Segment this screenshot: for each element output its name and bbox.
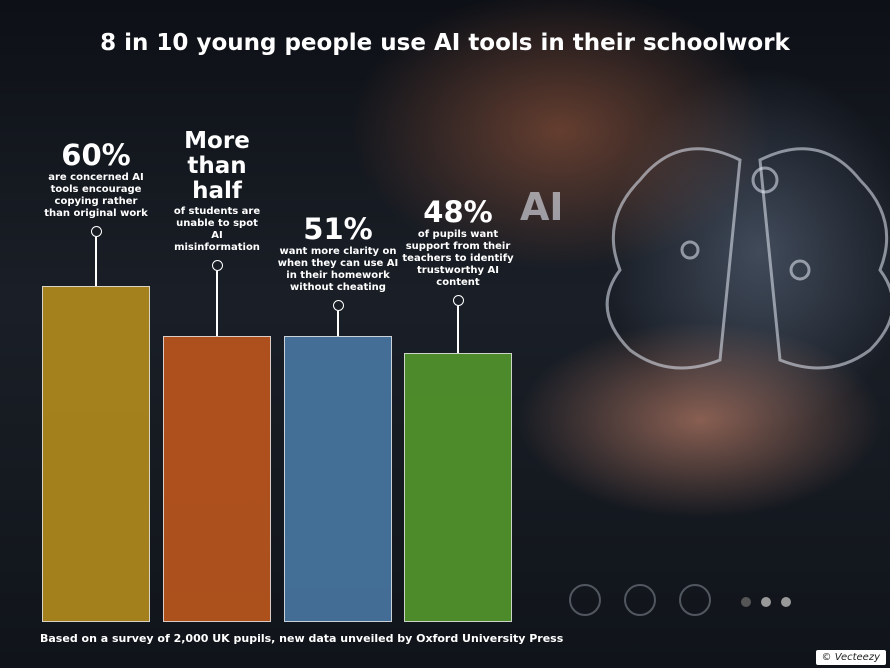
bar-label: 60% are concerned AI tools encourage copy…: [21, 141, 171, 220]
chart-title: 8 in 10 young people use AI tools in the…: [100, 30, 790, 56]
bar: [42, 286, 150, 622]
bar: [163, 336, 271, 622]
connector: [457, 306, 459, 354]
connector: [337, 311, 339, 337]
bar: [284, 336, 392, 622]
connector-dot: [90, 226, 102, 237]
bar-label: 48% of pupils want support from their tea…: [383, 198, 533, 289]
bar: [404, 353, 512, 622]
connector-dot: [332, 300, 344, 312]
value-label: 48%: [423, 195, 493, 230]
bar-label: More than half of students are unable to …: [142, 129, 292, 254]
connector-dot: [452, 295, 464, 307]
category-label: are concerned AI tools encourage copying…: [44, 172, 148, 219]
svg-text:AI: AI: [520, 185, 564, 229]
watermark-text: Vecteezy: [834, 652, 880, 663]
value-label: 60%: [61, 138, 131, 172]
watermark: © Vecteezy: [815, 650, 886, 665]
footnote: Based on a survey of 2,000 UK pupils, ne…: [40, 632, 564, 645]
connector-dot: [211, 260, 223, 272]
value-label: 51%: [303, 212, 373, 247]
category-label: want more clarity on when they can use A…: [277, 246, 399, 294]
category-label: of students are unable to spot AI misinf…: [173, 206, 261, 254]
bar-label: 51% want more clarity on when they can us…: [263, 215, 413, 294]
connector: [95, 237, 97, 286]
connector: [216, 271, 218, 337]
value-label: More than half: [184, 128, 250, 205]
category-label: of pupils want support from their teache…: [402, 229, 514, 289]
